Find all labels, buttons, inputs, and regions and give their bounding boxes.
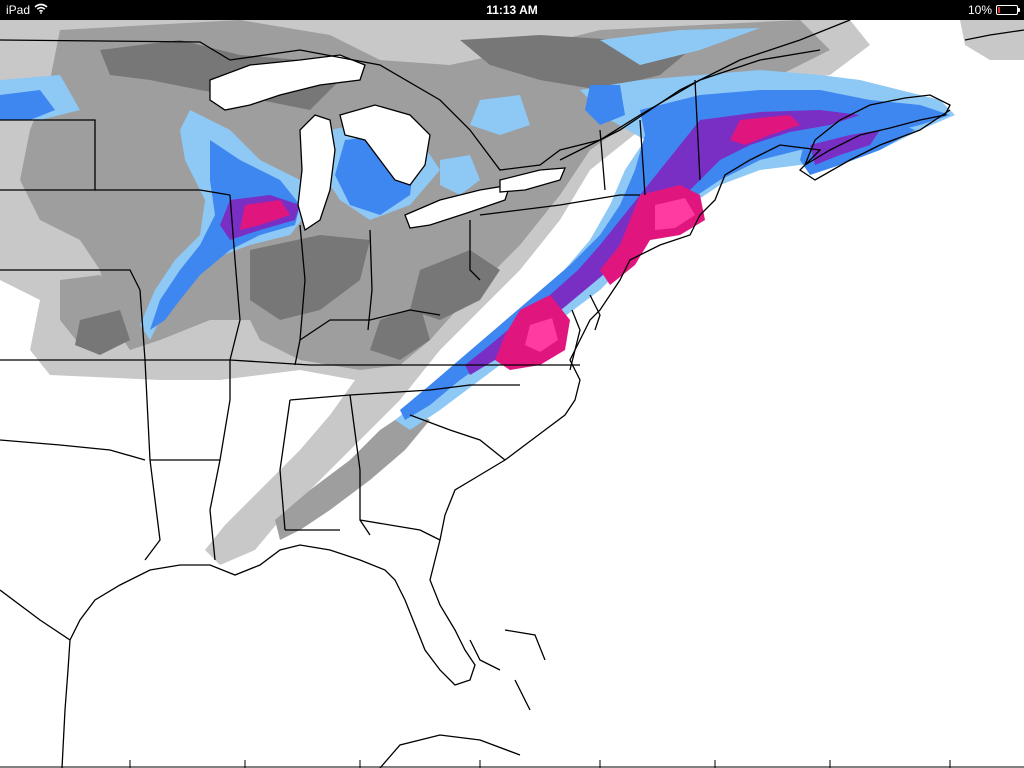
- lake-superior: [209, 54, 366, 111]
- precip-pink: [525, 198, 695, 352]
- precipitation-map-svg: [0, 20, 1024, 768]
- lake-michigan: [297, 114, 336, 232]
- wifi-icon: [34, 3, 48, 17]
- device-label: iPad: [6, 3, 31, 17]
- map-frame-ticks: [0, 760, 1024, 768]
- clock: 11:13 AM: [486, 3, 538, 17]
- map-boundaries: [0, 20, 1024, 768]
- lake-huron: [339, 104, 431, 186]
- battery-icon: [996, 5, 1020, 15]
- status-right: 10%: [858, 3, 1020, 17]
- lake-ontario: [499, 167, 567, 193]
- weather-map[interactable]: [0, 20, 1024, 768]
- battery-fill: [998, 7, 1000, 13]
- status-bar: iPad 11:13 AM 10%: [0, 0, 1024, 20]
- status-left: iPad: [6, 3, 166, 17]
- lake-erie: [404, 184, 511, 229]
- battery-percent: 10%: [967, 3, 992, 17]
